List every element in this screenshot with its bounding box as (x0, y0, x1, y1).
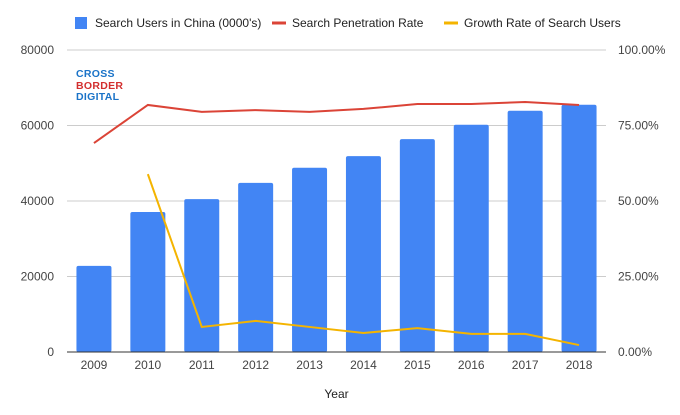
left-tick-label: 40000 (21, 194, 55, 208)
right-tick-label: 75.00% (618, 119, 659, 133)
right-tick-label: 100.00% (618, 43, 666, 57)
x-tick-label: 2016 (458, 358, 485, 372)
bar (76, 265, 112, 352)
right-tick-label: 50.00% (618, 194, 659, 208)
x-tick-label: 2014 (350, 358, 377, 372)
bar (399, 139, 435, 352)
series-line (93, 100, 580, 144)
bar (507, 110, 543, 352)
bar (184, 199, 220, 352)
bar (561, 104, 597, 352)
right-tick-label: 25.00% (618, 270, 659, 284)
logo-line-1: CROSS (76, 68, 115, 80)
x-tick-label: 2017 (512, 358, 539, 372)
legend-label: Search Users in China (0000's) (95, 16, 261, 30)
series-line (146, 173, 580, 347)
x-tick-label: 2013 (296, 358, 323, 372)
logo-line-2: BORDER (76, 79, 124, 92)
x-tick-label: 2018 (566, 358, 593, 372)
x-tick-label: 2015 (404, 358, 431, 372)
cross-border-digital-logo: CROSS BORDER DIGITAL (76, 68, 124, 104)
legend-label: Search Penetration Rate (292, 16, 424, 30)
legend-label: Growth Rate of Search Users (464, 16, 621, 30)
logo-line-3: DIGITAL (76, 91, 120, 103)
left-tick-label: 60000 (21, 119, 55, 133)
bar (238, 182, 274, 352)
x-axis-title: Year (324, 387, 348, 401)
bar (292, 167, 328, 352)
right-tick-label: 0.00% (618, 345, 652, 359)
legend-swatch (75, 17, 87, 29)
x-tick-label: 2011 (189, 358, 215, 372)
x-tick-label: 2012 (242, 358, 269, 372)
left-tick-label: 80000 (21, 43, 55, 57)
bar (345, 156, 381, 352)
bar (453, 124, 489, 353)
left-tick-label: 20000 (21, 270, 55, 284)
left-tick-label: 0 (47, 345, 54, 359)
x-tick-label: 2009 (81, 358, 108, 372)
x-tick-label: 2010 (134, 358, 161, 372)
bar (130, 211, 166, 352)
